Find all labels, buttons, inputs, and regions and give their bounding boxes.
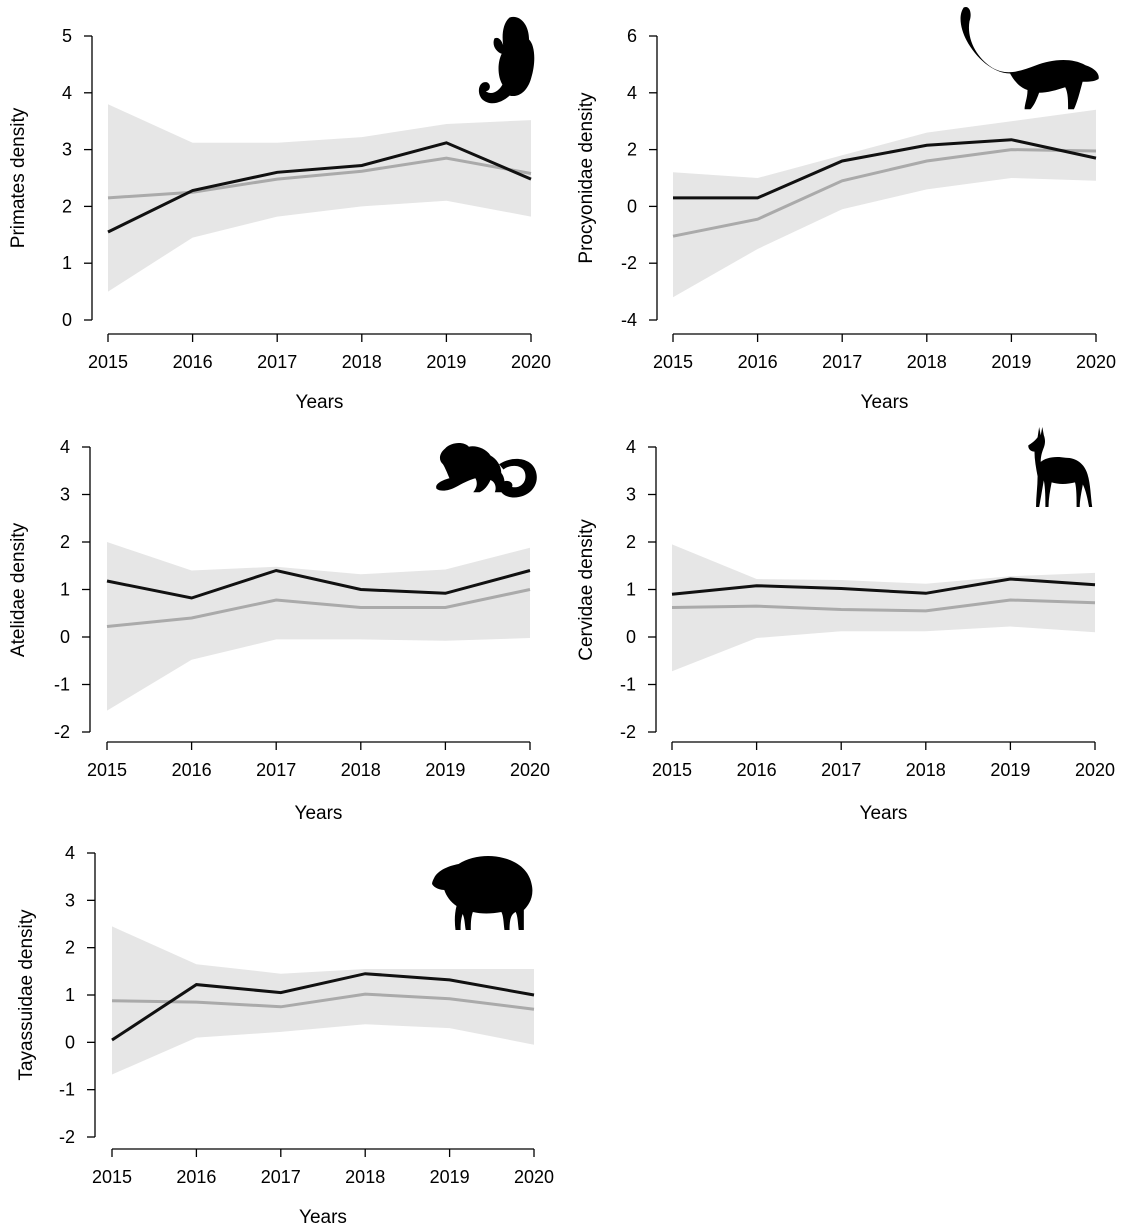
x-tick-label: 2019 [991, 352, 1031, 372]
x-tick-label: 2018 [341, 760, 381, 780]
x-tick-label: 2016 [738, 352, 778, 372]
y-tick-label: 4 [65, 843, 75, 863]
observed-density-line [107, 141, 532, 234]
x-tick-label: 2015 [653, 352, 693, 372]
panel-1: 0 1 2 3 4 5 2015 2016 2017 2018 2019 2020 Years Prima… [8, 16, 551, 413]
x-tick-label: 2019 [990, 760, 1030, 780]
panel-4: -2 -1 0 1 2 3 4 2015 2016 2017 2018 2019 2020 Years Ce… [576, 427, 1115, 824]
observed-density-line [111, 972, 535, 1042]
y-tick-label: -2 [620, 722, 636, 742]
y-tick-label: -2 [59, 1127, 75, 1147]
y-tick-label: 6 [627, 26, 637, 46]
predicted-density-line [672, 148, 1097, 238]
x-tick-label: 2015 [88, 352, 128, 372]
x-axis-title: Years [299, 1207, 347, 1228]
y-axis-title: Primates density [8, 107, 29, 248]
y-tick-label: 0 [60, 627, 70, 647]
predicted-density-line [106, 588, 531, 628]
observed-density-line [673, 138, 1097, 200]
y-tick-label: 4 [627, 83, 637, 103]
y-tick-label: 3 [65, 890, 75, 910]
x-tick-label: 2018 [342, 352, 382, 372]
x-tick-label: 2017 [257, 352, 297, 372]
observed-density-line [671, 577, 1096, 596]
y-tick-label: 0 [626, 627, 636, 647]
x-tick-label: 2016 [176, 1167, 216, 1187]
x-tick-label: 2015 [92, 1167, 132, 1187]
y-tick-label: -2 [54, 722, 70, 742]
x-tick-label: 2016 [172, 760, 212, 780]
x-axis-title: Years [860, 803, 908, 824]
x-tick-label: 2020 [511, 352, 551, 372]
y-tick-label: 3 [626, 485, 636, 505]
credible-interval-band [672, 544, 1095, 672]
y-axis-title: Procyonidae density [576, 92, 597, 264]
x-tick-label: 2017 [822, 352, 862, 372]
peccary-silhouette-icon [432, 856, 533, 930]
y-tick-label: -1 [54, 675, 70, 695]
x-tick-label: 2016 [173, 352, 213, 372]
panel-3: -2 -1 0 1 2 3 4 2015 2016 2017 2018 2019 2020 Years At… [8, 437, 550, 824]
x-tick-label: 2017 [821, 760, 861, 780]
x-tick-label: 2015 [652, 760, 692, 780]
credible-interval-band [673, 109, 1096, 298]
y-tick-label: 2 [65, 938, 75, 958]
y-tick-label: 1 [62, 253, 72, 273]
y-tick-label: 4 [62, 83, 72, 103]
panel-2: -4 -2 0 2 4 6 2015 2016 2017 2018 2019 2020 Years Pro… [576, 6, 1116, 413]
y-tick-label: 2 [626, 532, 636, 552]
coati-silhouette-icon [960, 6, 1099, 110]
y-tick-label: 0 [627, 196, 637, 216]
x-tick-label: 2017 [256, 760, 296, 780]
credible-interval-band [108, 104, 531, 292]
x-tick-label: 2020 [1076, 352, 1116, 372]
y-tick-label: 3 [62, 140, 72, 160]
x-tick-label: 2015 [87, 760, 127, 780]
x-tick-label: 2019 [425, 760, 465, 780]
x-tick-label: 2020 [510, 760, 550, 780]
x-tick-label: 2016 [737, 760, 777, 780]
y-tick-label: 1 [626, 580, 636, 600]
y-axis-title: Tayassuidae density [16, 909, 37, 1081]
y-tick-label: 2 [60, 532, 70, 552]
spider-monkey-silhouette-icon [436, 443, 537, 498]
y-tick-label: -2 [621, 253, 637, 273]
y-tick-label: 1 [65, 985, 75, 1005]
x-axis-title: Years [861, 392, 909, 413]
x-tick-label: 2020 [1075, 760, 1115, 780]
y-tick-label: 2 [627, 140, 637, 160]
x-tick-label: 2018 [906, 760, 946, 780]
y-tick-label: 2 [62, 196, 72, 216]
y-tick-label: 4 [60, 437, 70, 457]
x-tick-label: 2018 [345, 1167, 385, 1187]
y-tick-label: -4 [621, 310, 637, 330]
y-tick-label: 3 [60, 485, 70, 505]
monkey-silhouette-icon [478, 16, 535, 104]
credible-interval-band [107, 542, 530, 711]
y-tick-label: 0 [62, 310, 72, 330]
y-tick-label: 0 [65, 1032, 75, 1052]
observed-density-line [106, 568, 531, 600]
y-tick-label: -1 [59, 1080, 75, 1100]
x-tick-label: 2020 [514, 1167, 554, 1187]
y-tick-label: -1 [620, 675, 636, 695]
predicted-density-line [671, 598, 1096, 613]
y-tick-label: 1 [60, 580, 70, 600]
x-tick-label: 2019 [426, 352, 466, 372]
x-tick-label: 2019 [430, 1167, 470, 1187]
y-tick-label: 5 [62, 26, 72, 46]
deer-silhouette-icon [1028, 427, 1093, 507]
x-axis-title: Years [295, 803, 343, 824]
y-axis-title: Atelidae density [8, 522, 29, 657]
x-axis-title: Years [296, 392, 344, 413]
predicted-density-line [107, 156, 532, 200]
y-tick-label: 4 [626, 437, 636, 457]
y-axis-title: Cervidae density [576, 519, 597, 661]
predicted-density-line [111, 992, 535, 1011]
x-tick-label: 2018 [907, 352, 947, 372]
x-tick-label: 2017 [261, 1167, 301, 1187]
panel-5: -2 -1 0 1 2 3 4 2015 2016 2017 2018 2019 2020 Years Ta… [16, 843, 554, 1228]
